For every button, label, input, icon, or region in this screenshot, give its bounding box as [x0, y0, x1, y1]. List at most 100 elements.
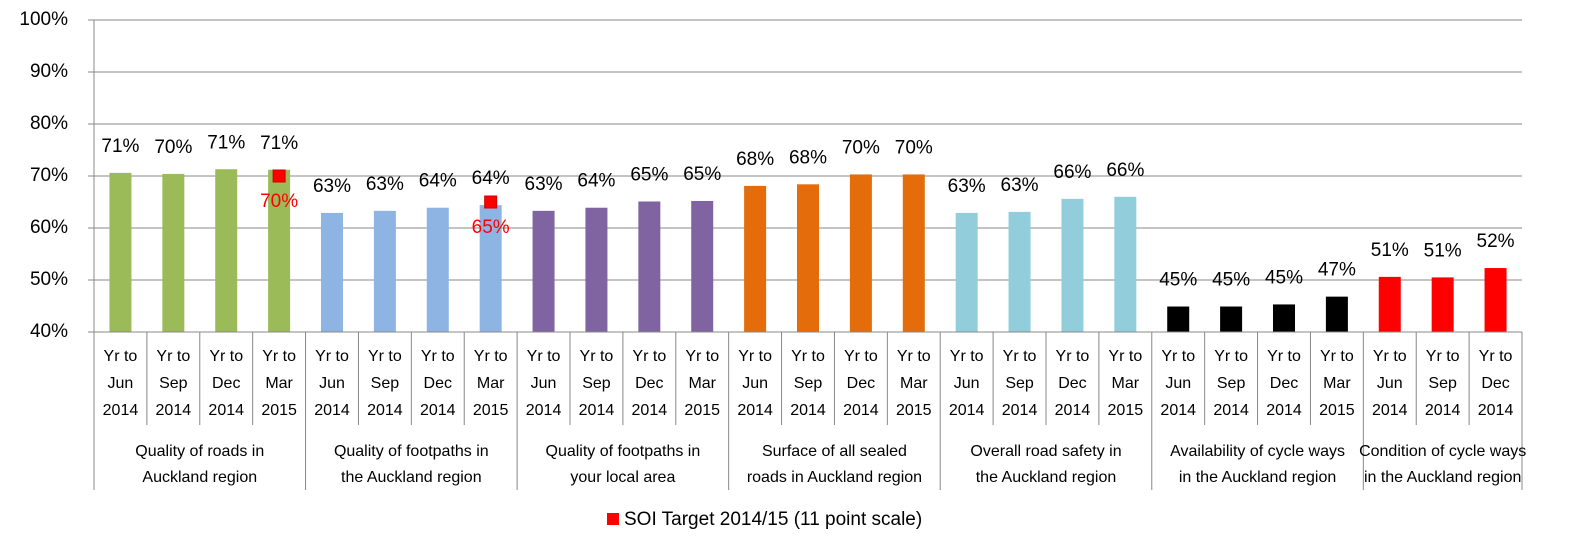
x-tick-label: Yr to [632, 348, 666, 365]
x-tick-label: 2015 [473, 402, 509, 419]
x-tick-label: Yr to [262, 348, 296, 365]
x-tick-label: Yr to [474, 348, 508, 365]
x-tick-label: 2015 [1108, 402, 1144, 419]
y-tick-label: 60% [30, 217, 68, 238]
x-tick-label: Dec [1481, 375, 1509, 392]
x-tick-label: Sep [1217, 375, 1246, 392]
x-tick-label: 2014 [1055, 402, 1091, 419]
y-tick-label: 80% [30, 113, 68, 134]
x-tick-label: Yr to [1479, 348, 1513, 365]
value-label: 71% [207, 132, 245, 153]
x-tick-label: 2014 [632, 402, 668, 419]
x-tick-label: Dec [424, 375, 452, 392]
value-label: 45% [1265, 267, 1303, 288]
bar [479, 205, 502, 332]
value-label: 68% [789, 147, 827, 168]
bar [321, 212, 343, 332]
bar [849, 174, 872, 332]
x-tick-label: 2014 [1478, 402, 1514, 419]
x-tick-label: Yr to [315, 348, 349, 365]
x-tick-label: Yr to [1161, 348, 1195, 365]
bar [532, 210, 555, 332]
value-label: 63% [313, 176, 351, 197]
x-tick-label: Yr to [685, 348, 719, 365]
x-tick-label: 2015 [1319, 402, 1355, 419]
bar [1431, 277, 1454, 332]
value-label: 64% [577, 171, 615, 192]
x-tick-label: 2014 [208, 402, 244, 419]
x-tick-label: 2014 [737, 402, 773, 419]
x-tick-label: 2014 [1002, 402, 1038, 419]
group-label: in the Auckland region [1179, 469, 1336, 486]
x-tick-label: 2014 [156, 402, 192, 419]
x-tick-label: Jun [742, 375, 768, 392]
group-label: Quality of footpaths in [334, 443, 489, 460]
bar [162, 173, 185, 332]
bar [215, 169, 238, 332]
bar [1008, 211, 1031, 332]
group-label: Quality of roads in [135, 443, 264, 460]
x-tick-label: 2014 [526, 402, 562, 419]
x-tick-label: 2014 [1425, 402, 1461, 419]
bar [955, 212, 978, 332]
group-label: Availability of cycle ways [1170, 443, 1345, 460]
x-tick-label: Yr to [1056, 348, 1090, 365]
x-tick-label: Mar [477, 375, 505, 392]
group-label: in the Auckland region [1364, 469, 1521, 486]
bar [1484, 268, 1507, 332]
x-tick-label: 2015 [684, 402, 720, 419]
x-tick-label: Yr to [421, 348, 455, 365]
target-marker [272, 169, 286, 183]
x-tick-label: Jun [108, 375, 134, 392]
x-tick-label: Yr to [368, 348, 402, 365]
bar [797, 184, 819, 332]
x-tick-label: 2015 [896, 402, 932, 419]
y-tick-label: 50% [30, 269, 68, 290]
x-tick-label: Sep [1428, 375, 1457, 392]
x-tick-label: 2014 [790, 402, 826, 419]
x-tick-label: 2014 [949, 402, 985, 419]
x-tick-label: Yr to [844, 348, 878, 365]
x-tick-label: Yr to [791, 348, 825, 365]
x-tick-label: 2014 [367, 402, 403, 419]
value-label: 63% [525, 174, 563, 195]
x-tick-label: Yr to [580, 348, 614, 365]
x-tick-label: Jun [954, 375, 980, 392]
value-label: 70% [895, 137, 933, 158]
value-label: 45% [1212, 270, 1250, 291]
x-tick-label: Yr to [527, 348, 561, 365]
value-label: 71% [101, 136, 139, 157]
bar [744, 185, 767, 332]
group-label: Overall road safety in [970, 443, 1121, 460]
x-tick-label: Yr to [156, 348, 190, 365]
x-tick-label: 2014 [1372, 402, 1408, 419]
group-label: Quality of footpaths in [546, 443, 701, 460]
bar [1114, 196, 1137, 332]
x-tick-label: Jun [1165, 375, 1191, 392]
y-tick-label: 100% [19, 9, 68, 30]
x-tick-label: Sep [371, 375, 400, 392]
x-tick-label: Dec [1270, 375, 1298, 392]
x-tick-label: Mar [900, 375, 928, 392]
x-tick-label: Sep [794, 375, 823, 392]
bar [1273, 304, 1295, 332]
bar [691, 200, 714, 332]
value-label: 63% [1001, 175, 1039, 196]
x-tick-label: Yr to [1267, 348, 1301, 365]
x-tick-label: Mar [265, 375, 293, 392]
value-label: 64% [419, 171, 457, 192]
bar [1167, 306, 1190, 332]
bar [585, 207, 608, 332]
bar [1378, 276, 1401, 332]
x-tick-label: 2015 [261, 402, 297, 419]
x-tick-label: Yr to [104, 348, 138, 365]
x-tick-label: Yr to [1003, 348, 1037, 365]
value-label: 71% [260, 133, 298, 154]
x-tick-label: 2014 [1213, 402, 1249, 419]
group-label: Surface of all sealed [762, 443, 907, 460]
value-label: 66% [1106, 160, 1144, 181]
x-tick-label: 2014 [843, 402, 879, 419]
bar [426, 207, 449, 332]
value-label: 70% [842, 137, 880, 158]
